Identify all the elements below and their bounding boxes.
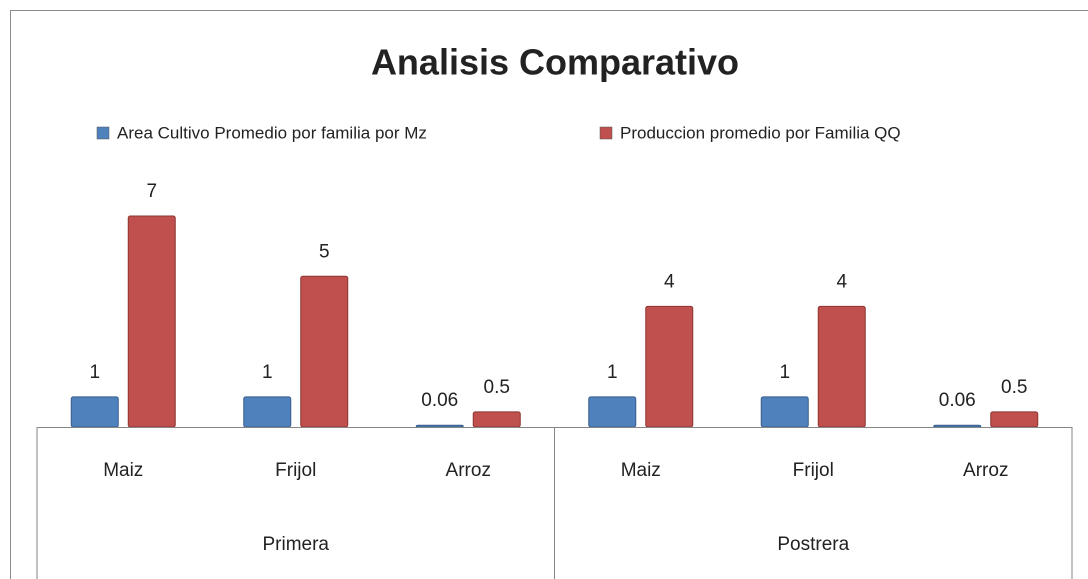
x-tick-label: Arroz xyxy=(963,460,1008,481)
bar xyxy=(70,396,119,428)
data-label: 1 xyxy=(262,362,273,383)
x-tick-label: Maiz xyxy=(621,460,661,481)
data-label: 1 xyxy=(779,362,790,383)
data-label: 0.06 xyxy=(421,390,458,411)
bar xyxy=(645,305,694,428)
x-tick-label: Maiz xyxy=(103,460,143,481)
bar xyxy=(990,411,1039,428)
x-tick-label: Frijol xyxy=(793,460,834,481)
data-label: 0.06 xyxy=(939,390,976,411)
data-label: 0.5 xyxy=(484,377,510,398)
data-label: 7 xyxy=(146,181,157,202)
group-label: Postrera xyxy=(777,534,849,555)
x-tick-label: Arroz xyxy=(446,460,491,481)
chart-title: Analisis Comparativo xyxy=(371,42,739,83)
bar xyxy=(415,424,464,428)
bar xyxy=(933,424,982,428)
bar xyxy=(300,275,349,428)
group-label: Primera xyxy=(262,534,329,555)
bar xyxy=(127,215,176,428)
chart-border xyxy=(10,10,1088,579)
data-label: 0.5 xyxy=(1001,377,1027,398)
data-label: 4 xyxy=(664,271,675,292)
data-label: 5 xyxy=(319,241,330,262)
data-label: 1 xyxy=(607,362,618,383)
bar xyxy=(760,396,809,428)
legend-swatch xyxy=(599,126,613,140)
bar xyxy=(243,396,292,428)
x-tick-label: Frijol xyxy=(275,460,316,481)
legend-swatch xyxy=(96,126,110,140)
bar xyxy=(588,396,637,428)
data-label: 1 xyxy=(89,362,100,383)
bar xyxy=(472,411,521,428)
legend-label: Area Cultivo Promedio por familia por Mz xyxy=(117,123,427,142)
bar xyxy=(817,305,866,428)
legend-label: Produccion promedio por Familia QQ xyxy=(620,123,901,142)
data-label: 4 xyxy=(836,271,847,292)
